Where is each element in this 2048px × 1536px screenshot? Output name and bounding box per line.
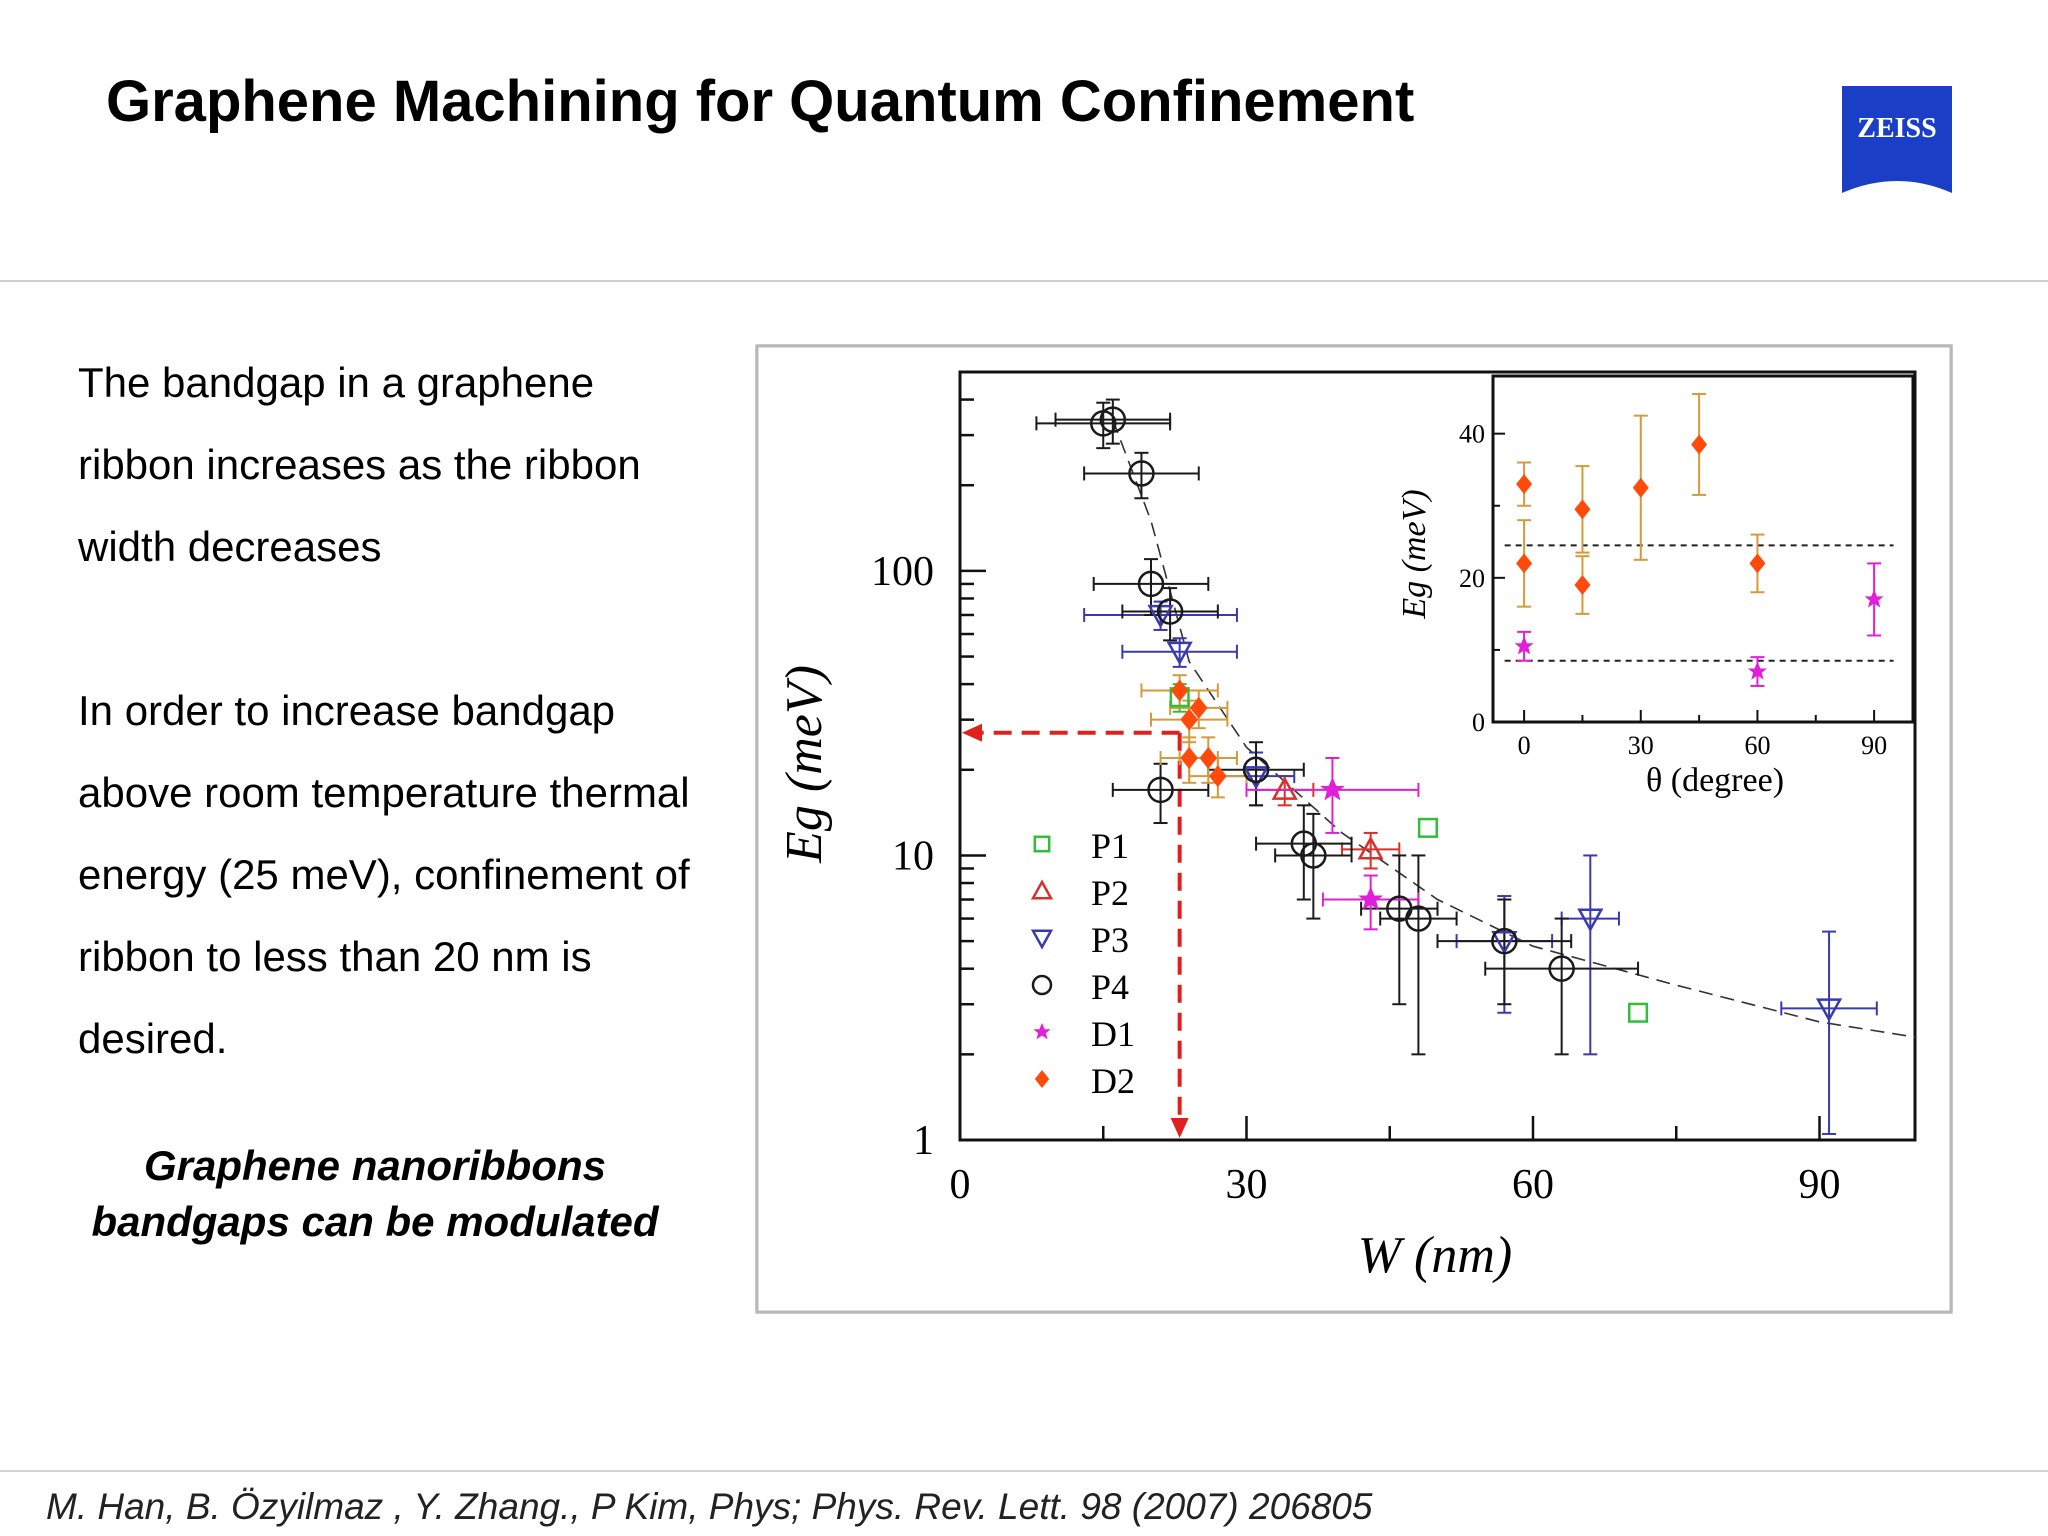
marker-p4 (1300, 842, 1327, 869)
y-tick-label: 100 (871, 549, 934, 595)
inset-marker-d2 (1516, 553, 1533, 574)
marker-p4 (1156, 598, 1184, 625)
figure-panel: 1 10 100 0 30 60 90 W (nm) Eg (meV) P1 P2 P3 P4 D1… (755, 344, 1953, 1314)
inset-plot: 0 20 40 0 30 60 90 θ (degree) Eg (meV) (1396, 374, 1915, 799)
inset-marker-d2 (1574, 575, 1591, 596)
inset-marker-d2 (1516, 474, 1533, 495)
inset-y-tick-label: 20 (1459, 564, 1485, 593)
marker-d2 (1189, 696, 1208, 719)
inset-marker-d2 (1574, 499, 1591, 520)
main-tick-labels: 1 10 100 0 30 60 90 (871, 549, 1841, 1208)
y-tick-label: 1 (913, 1118, 934, 1164)
legend-label-d2: D2 (1091, 1061, 1135, 1101)
legend-label-p1: P1 (1091, 826, 1129, 866)
data-markers (1090, 406, 1843, 1023)
marker-d2 (1199, 747, 1218, 770)
zeiss-logo: ZEISS (1842, 86, 1952, 193)
confinement-paragraph: In order to increase bandgap above room … (78, 687, 690, 1062)
marker-p3 (1242, 766, 1270, 790)
marker-p4 (1147, 776, 1174, 804)
legend-label-p4: P4 (1091, 967, 1129, 1007)
marker-p2 (1271, 776, 1298, 800)
guide-lines (962, 723, 1189, 1138)
inset-y-axis-label: Eg (meV) (1396, 489, 1433, 619)
inset-tick-labels: 0 20 40 0 30 60 90 (1459, 420, 1887, 760)
marker-p1 (1417, 817, 1439, 838)
legend-label-p2: P2 (1091, 873, 1129, 913)
legend-marker-d2 (1034, 1070, 1050, 1088)
marker-p3 (1491, 931, 1518, 955)
guide-arrowhead-down (1170, 1118, 1189, 1138)
marker-p1 (1628, 1002, 1649, 1023)
inset-x-tick-label: 60 (1744, 731, 1770, 760)
header-divider (0, 280, 2048, 282)
slide-title: Graphene Machining for Quantum Confineme… (106, 69, 1415, 134)
legend-label-d1: D1 (1091, 1014, 1135, 1054)
logo-wordmark: ZEISS (1857, 113, 1936, 144)
x-tick-label: 60 (1512, 1162, 1554, 1208)
inset-axis-ticks (1493, 432, 1876, 723)
bandgap-chart: 1 10 100 0 30 60 90 W (nm) Eg (meV) P1 P2 P3 P4 D1… (755, 344, 1953, 1314)
inset-x-tick-label: 90 (1861, 731, 1887, 760)
guide-arrowhead-left (962, 723, 982, 742)
x-tick-label: 0 (950, 1162, 971, 1208)
main-axis-ticks (958, 370, 1821, 1142)
inset-marker-d2 (1691, 434, 1708, 455)
marker-p4 (1099, 406, 1127, 433)
main-plot-frame (958, 370, 1917, 1142)
marker-p3 (1166, 641, 1193, 666)
marker-p3 (1577, 908, 1604, 933)
inset-marker-d2 (1632, 477, 1649, 498)
y-tick-label: 10 (892, 833, 934, 879)
y-axis-label: Eg (meV) (776, 665, 833, 864)
marker-d2 (1170, 679, 1189, 702)
bandgap-paragraph: The bandgap in a graphene ribbon increas… (78, 359, 641, 570)
marker-p3 (1815, 998, 1843, 1022)
inset-y-tick-label: 0 (1472, 708, 1485, 737)
legend: P1 P2 P3 P4 D1 D2 (1030, 826, 1135, 1101)
marker-p4 (1137, 570, 1165, 598)
inset-x-tick-label: 30 (1628, 731, 1654, 760)
legend-marker-p2 (1030, 879, 1054, 900)
inset-frame (1491, 374, 1915, 724)
marker-d2 (1209, 765, 1227, 788)
x-axis-label: W (nm) (1358, 1227, 1513, 1284)
inset-x-tick-label: 0 (1518, 731, 1531, 760)
inset-y-tick-label: 40 (1459, 420, 1485, 449)
legend-marker-p3 (1030, 929, 1054, 950)
main-plot: 1 10 100 0 30 60 90 W (nm) Eg (meV) P1 P2 P3 P4 D1… (776, 370, 1917, 1284)
marker-p2 (1357, 835, 1384, 860)
inset-reference-lines (1504, 544, 1894, 662)
marker-d2 (1180, 747, 1198, 770)
marker-p4 (1242, 756, 1270, 784)
legend-marker-p4 (1031, 974, 1053, 996)
legend-marker-p1 (1033, 835, 1051, 853)
marker-d2 (1180, 708, 1198, 731)
inset-x-axis-label: θ (degree) (1646, 762, 1784, 799)
x-tick-label: 90 (1799, 1162, 1841, 1208)
marker-p4 (1548, 955, 1575, 982)
inset-marker-d2 (1749, 553, 1766, 574)
x-tick-label: 30 (1226, 1162, 1268, 1208)
marker-p4 (1128, 460, 1155, 487)
legend-label-p3: P3 (1091, 920, 1129, 960)
marker-p4 (1491, 927, 1518, 955)
inset-data-markers (1514, 434, 1884, 680)
footer-divider (0, 1470, 2048, 1472)
marker-p4 (1405, 905, 1432, 932)
citation: M. Han, B. Özyilmaz , Y. Zhang., P Kim, … (46, 1486, 1373, 1527)
key-point: Graphene nanoribbons bandgaps can be mod… (91, 1142, 659, 1245)
